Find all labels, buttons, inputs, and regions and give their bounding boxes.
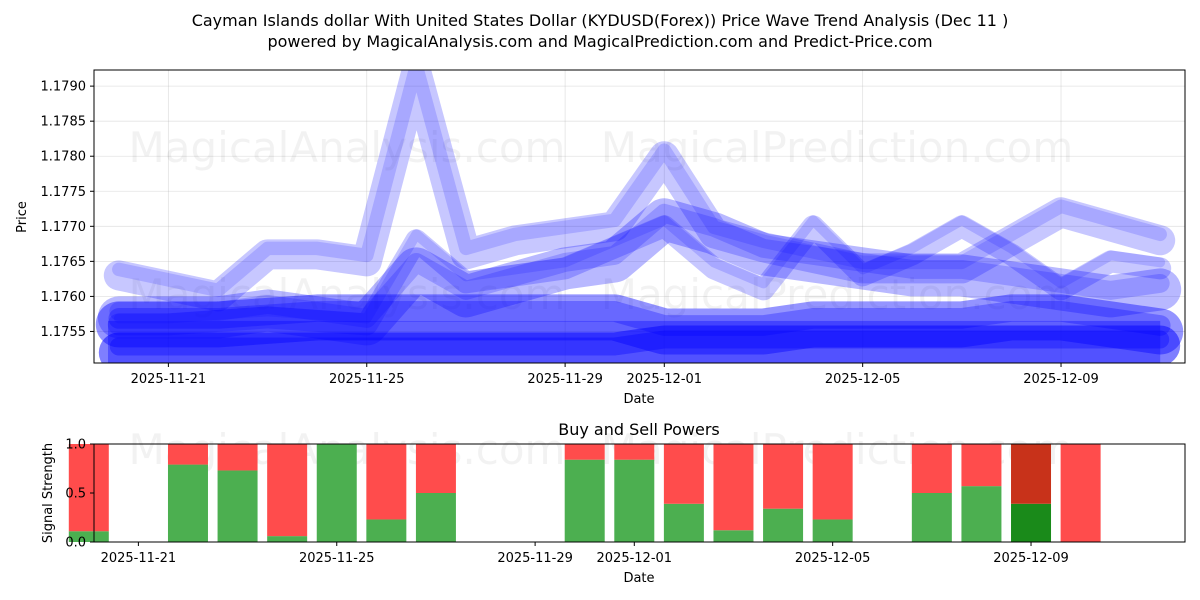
chart-subtitle: powered by MagicalAnalysis.com and Magic… [267,32,932,51]
price-x-tick-label: 2025-12-05 [825,372,901,387]
price-y-label: Price [15,201,30,233]
buy-bar [68,531,109,542]
sell-bar [564,444,605,460]
wave-band-5 [98,325,1181,363]
price-grid [94,70,1185,363]
buy-bar [366,519,407,542]
watermark-analysis: MagicalAnalysis.com [129,123,566,172]
sell-bar [217,444,258,471]
sell-bar [713,444,754,531]
price-x-label: Date [623,392,654,407]
wave-bands [95,70,1184,363]
power-x-tick-label: 2025-12-09 [993,551,1069,566]
price-y-ticks: 1.1755 1.1760 1.1765 1.1770 1.1775 1.1780 1.17… [41,80,94,340]
price-x-tick-label: 2025-11-25 [329,372,405,387]
power-x-label: Date [623,571,654,586]
power-plot: Buy and Sell Powers MagicalAnalysis.com … [41,420,1186,586]
price-y-tick-label: 1.1760 [41,290,87,305]
buy-bar [564,459,605,542]
sell-bar [911,444,952,493]
price-plot: MagicalAnalysis.com MagicalPrediction.co… [15,69,1186,407]
price-y-tick-label: 1.1780 [41,150,87,165]
buy-bar [316,444,357,542]
power-y-ticks: 0.0 0.5 1.0 [65,438,94,551]
price-watermarks: MagicalAnalysis.com MagicalPrediction.co… [129,123,1074,319]
buy-bar [614,459,655,542]
price-y-tick-label: 1.1790 [41,80,87,95]
price-y-tick-label: 1.1765 [41,255,87,270]
chart-title: Cayman Islands dollar With United States… [192,11,1009,30]
power-y-tick-label: 0.5 [65,487,86,502]
power-x-tick-label: 2025-11-25 [299,551,375,566]
sell-bar [663,444,704,504]
wave-band-2 [103,70,1176,312]
wave-band-3-inner [113,215,1166,324]
buy-bar [812,519,853,542]
wave-band-5-inner [109,330,1170,356]
price-y-tick-label: 1.1785 [41,115,87,130]
buy-bar [763,508,804,542]
sell-bar [366,444,407,520]
sell-bar [763,444,804,509]
buy-bar [415,493,456,542]
price-x-tick-label: 2025-12-09 [1023,372,1099,387]
sell-bar [1060,444,1101,542]
wave-band-3 [107,215,1172,336]
sell-bar [961,444,1002,487]
price-y-tick-label: 1.1755 [41,325,87,340]
sell-bar [614,444,655,460]
price-y-tick-label: 1.1775 [41,185,87,200]
buy-bar [267,536,308,542]
sell-bar [167,444,208,465]
sell-bar [1011,444,1052,504]
power-y-label: Signal Strength [41,443,56,543]
power-title: Buy and Sell Powers [558,420,720,439]
power-x-tick-label: 2025-11-21 [101,551,177,566]
power-x-tick-label: 2025-12-05 [795,551,871,566]
buy-bar [167,464,208,542]
buy-bar [663,503,704,542]
buy-bar [217,470,258,542]
power-y-tick-label: 0.0 [65,536,86,551]
sell-bar [267,444,308,537]
wave-band-2-inner [112,70,1167,298]
price-y-tick-label: 1.1770 [41,220,87,235]
price-x-ticks: 2025-11-21 2025-11-25 2025-11-29 2025-12-01… [131,363,1099,387]
buy-bar [1011,503,1052,542]
watermark-analysis-2: MagicalAnalysis.com [129,270,566,319]
power-y-tick-label: 1.0 [65,438,86,453]
power-x-ticks: 2025-11-21 2025-11-25 2025-11-29 2025-12-01… [101,542,1069,566]
power-x-tick-label: 2025-12-01 [597,551,673,566]
price-plot-frame [93,69,1186,364]
buy-bar [713,530,754,542]
buy-bar [961,486,1002,542]
wave-band-1-inner [109,203,1170,328]
power-x-tick-label: 2025-11-29 [497,551,573,566]
price-x-tick-label: 2025-12-01 [627,372,703,387]
price-x-tick-label: 2025-11-21 [131,372,207,387]
watermark-prediction: MagicalPrediction.com [601,123,1074,172]
watermark-prediction-2: MagicalPrediction.com [601,270,1074,319]
buy-bar [911,493,952,542]
wave-base-fill [108,320,1161,363]
power-bars [68,444,1101,542]
sell-bar [68,444,109,532]
sell-bar [415,444,456,493]
wave-band-1 [97,198,1182,346]
sell-bar [812,444,853,520]
price-x-tick-label: 2025-11-29 [527,372,603,387]
